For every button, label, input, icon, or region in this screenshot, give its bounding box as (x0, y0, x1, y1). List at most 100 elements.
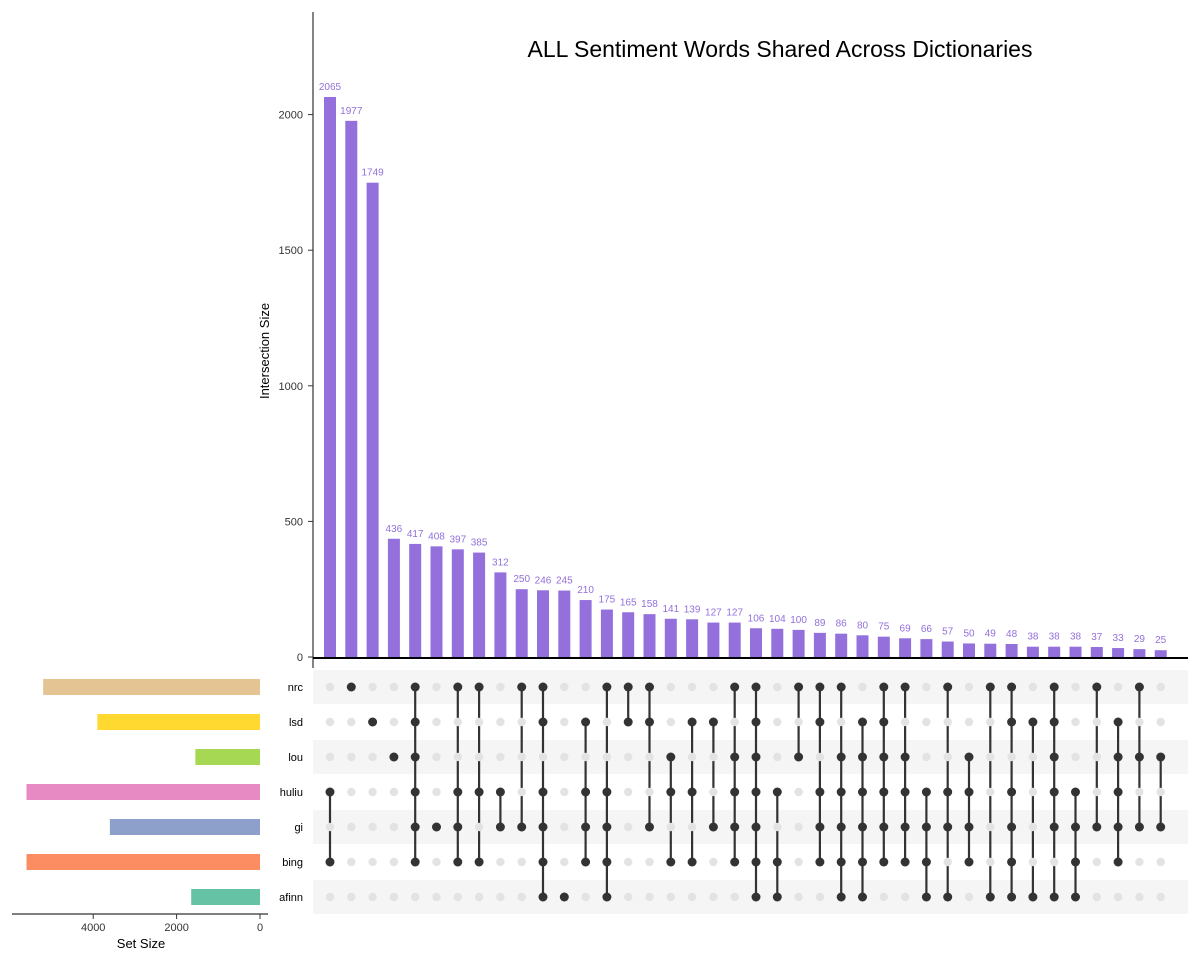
matrix-dot-inactive (1092, 892, 1102, 902)
set-size-axis-label: Set Size (117, 936, 165, 951)
matrix-dot-inactive (432, 717, 441, 727)
matrix-dot-active (410, 822, 420, 832)
intersection-bar-label: 25 (1155, 635, 1167, 646)
matrix-dot-active (943, 822, 953, 832)
matrix-dot-active (1071, 892, 1080, 902)
matrix-dot-active (858, 752, 867, 762)
set-size-bar (191, 889, 260, 905)
set-name-label: gi (294, 822, 303, 834)
intersection-bar-label: 127 (726, 608, 743, 619)
matrix-dot-inactive (602, 717, 612, 727)
matrix-dot-active (687, 857, 697, 867)
intersection-bar (728, 622, 741, 657)
intersection-bar (835, 633, 848, 657)
matrix-dot-active (645, 822, 654, 832)
matrix-dot-active (1007, 892, 1017, 902)
intersection-bar-label: 2065 (319, 82, 342, 93)
matrix-dot-active (879, 682, 889, 692)
matrix-dot-active (410, 682, 420, 692)
y-tick-label: 500 (285, 516, 303, 528)
intersection-bar (1133, 649, 1146, 657)
matrix-dot-inactive (1135, 787, 1144, 797)
set-size-tick-label: 2000 (164, 922, 188, 934)
matrix-dot-active (602, 892, 612, 902)
matrix-dot-inactive (1135, 717, 1144, 727)
intersection-bar-label: 100 (790, 615, 807, 626)
matrix-dot-active (921, 787, 931, 797)
matrix-dot-active (666, 787, 676, 797)
intersection-bar (1090, 646, 1103, 657)
matrix-dot-inactive (517, 857, 526, 867)
set-size-bar (195, 749, 260, 765)
matrix-dot-inactive (368, 822, 377, 832)
matrix-dot-inactive (666, 892, 675, 902)
matrix-dot-inactive (368, 752, 377, 762)
matrix-dot-active (836, 892, 846, 902)
matrix-dot-active (1156, 822, 1166, 832)
matrix-dot-inactive (922, 752, 931, 762)
intersection-bar-label: 408 (428, 531, 445, 542)
matrix-dot-active (921, 892, 931, 902)
intersection-bar-label: 57 (942, 627, 954, 638)
intersection-bar (579, 600, 592, 657)
matrix-dot-active (410, 717, 420, 727)
matrix-dot-active (517, 822, 527, 832)
matrix-dot-active (623, 682, 633, 692)
set-name-label: lsd (289, 717, 303, 729)
y-tick-label: 2000 (279, 110, 303, 122)
matrix-dot-active (772, 857, 782, 867)
matrix-dot-active (1049, 822, 1059, 832)
matrix-dot-active (730, 822, 740, 832)
matrix-dot-inactive (389, 892, 399, 902)
matrix-dot-inactive (1113, 892, 1123, 902)
matrix-dot-inactive (964, 892, 974, 902)
matrix-dot-inactive (986, 752, 995, 762)
matrix-dot-active (900, 682, 910, 692)
matrix-dot-active (751, 752, 761, 762)
matrix-dot-inactive (368, 787, 377, 797)
matrix-dot-inactive (986, 787, 995, 797)
matrix-dot-inactive (496, 892, 505, 902)
intersection-bar-label: 141 (662, 604, 679, 615)
matrix-dot-inactive (389, 857, 399, 867)
matrix-dot-inactive (474, 717, 484, 727)
intersection-bar-label: 417 (407, 529, 424, 540)
matrix-dot-active (325, 857, 335, 867)
intersection-bar (707, 622, 720, 657)
intersection-bar (1154, 650, 1167, 657)
matrix-dot-inactive (1156, 892, 1165, 902)
matrix-dot-inactive (645, 752, 654, 762)
matrix-dot-active (730, 857, 740, 867)
matrix-dot-active (964, 857, 974, 867)
matrix-dot-inactive (1050, 857, 1059, 867)
matrix-dot-active (1156, 752, 1166, 762)
matrix-dot-active (1113, 857, 1123, 867)
matrix-dot-active (751, 682, 761, 692)
matrix-dot-active (346, 682, 356, 692)
matrix-dot-inactive (560, 857, 569, 867)
matrix-dot-inactive (879, 892, 888, 902)
matrix-dot-active (921, 857, 931, 867)
matrix-dot-inactive (347, 717, 356, 727)
matrix-dot-active (815, 857, 825, 867)
matrix-dot-active (602, 822, 612, 832)
matrix-dot-active (687, 717, 697, 727)
intersection-bar (1069, 646, 1082, 657)
matrix-dot-active (1071, 857, 1080, 867)
matrix-dot-inactive (666, 682, 675, 692)
matrix-dot-inactive (411, 892, 420, 902)
matrix-dot-inactive (1092, 752, 1102, 762)
matrix-dot-inactive (560, 787, 569, 797)
matrix-dot-active (495, 787, 505, 797)
matrix-dot-active (772, 892, 782, 902)
matrix-dot-inactive (687, 822, 697, 832)
intersection-bar (473, 552, 486, 657)
matrix-dot-active (751, 822, 761, 832)
matrix-dot-inactive (538, 752, 548, 762)
matrix-dot-active (538, 822, 548, 832)
matrix-dot-inactive (496, 752, 505, 762)
intersection-matrix (325, 682, 1166, 902)
intersection-bar (984, 643, 997, 657)
intersection-bar (537, 590, 549, 657)
intersection-bar (494, 572, 507, 657)
